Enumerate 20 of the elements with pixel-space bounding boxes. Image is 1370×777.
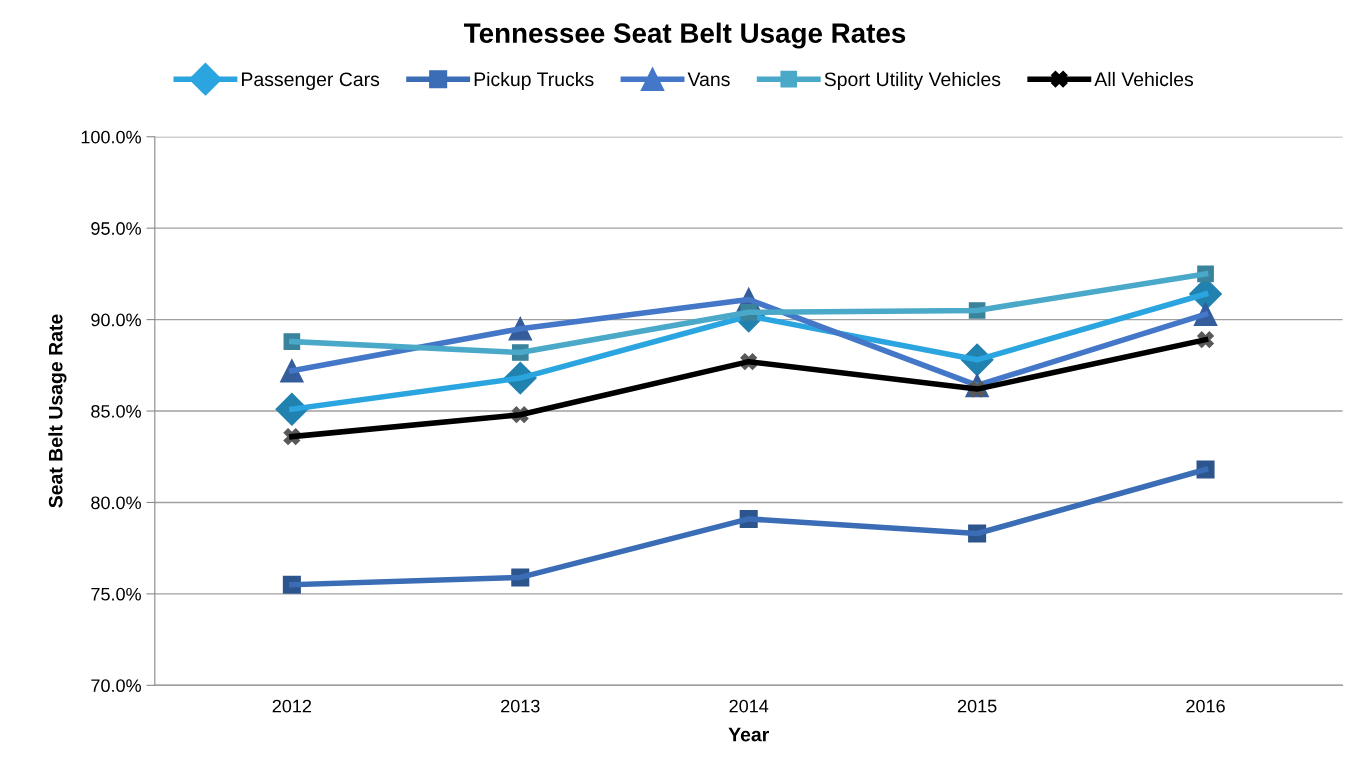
y-tick-label: 95.0%: [91, 222, 141, 235]
x-axis-title: Year: [728, 727, 769, 742]
x-tick-label: 2016: [1186, 699, 1225, 713]
x-tick-label: 2015: [957, 699, 997, 713]
legend-label: Sport Utility Vehicles: [824, 71, 1001, 91]
y-tick-label: 75.0%: [91, 587, 141, 601]
y-axis-title: Seat Belt Usage Rate: [48, 314, 67, 508]
legend-label: Passenger Cars: [242, 72, 380, 91]
y-tick-label: 100.0%: [81, 130, 141, 144]
y-tick-label: 70.0%: [91, 679, 141, 693]
x-tick-label: 2013: [501, 699, 540, 713]
chart-title: Tennessee Seat Belt Usage Rates: [464, 22, 906, 49]
y-tick-label: 90.0%: [91, 313, 141, 327]
legend-label: All Vehicles: [1094, 71, 1194, 87]
y-tick-label: 85.0%: [91, 404, 141, 418]
x-tick-label: 2014: [729, 699, 769, 713]
x-tick-label: 2012: [272, 699, 312, 713]
y-tick-label: 80.0%: [91, 496, 141, 510]
legend-label: Vans: [687, 72, 730, 87]
legend-label: Pickup Trucks: [474, 71, 594, 91]
